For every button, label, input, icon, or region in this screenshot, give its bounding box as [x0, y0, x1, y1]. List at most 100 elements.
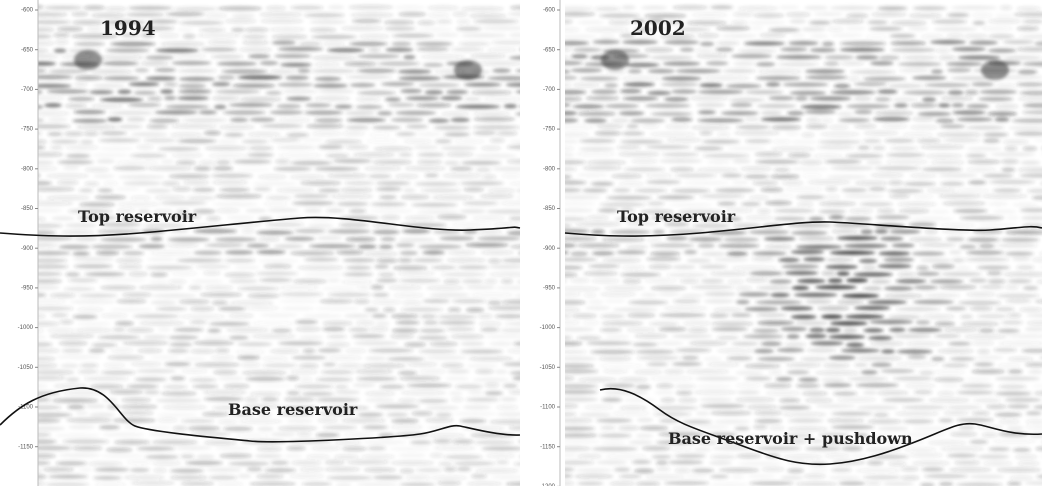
- texture-stroke: [459, 42, 491, 46]
- texture-stroke: [65, 104, 87, 108]
- texture-stroke: [778, 258, 800, 262]
- texture-stroke: [555, 118, 578, 122]
- texture-stroke: [89, 349, 106, 353]
- texture-stroke: [28, 152, 64, 156]
- texture-stroke: [1026, 411, 1042, 415]
- texture-stroke: [736, 383, 761, 387]
- texture-stroke: [843, 328, 858, 332]
- texture-stroke: [500, 328, 530, 332]
- texture-stroke: [381, 237, 396, 241]
- texture-stroke: [445, 376, 469, 380]
- texture-stroke: [194, 166, 211, 170]
- texture-stroke: [191, 279, 223, 283]
- texture-stroke: [1002, 320, 1023, 324]
- texture-stroke: [236, 167, 270, 171]
- texture-stroke: [240, 97, 282, 101]
- texture-stroke: [400, 482, 436, 486]
- texture-stroke: [1023, 103, 1042, 107]
- texture-stroke: [830, 166, 874, 170]
- texture-stroke: [911, 217, 955, 221]
- texture-stroke: [892, 243, 915, 247]
- texture-stroke: [200, 293, 243, 297]
- texture-stroke: [912, 461, 950, 465]
- texture-stroke: [831, 19, 864, 23]
- texture-stroke: [666, 273, 707, 277]
- texture-stroke: [328, 5, 344, 9]
- texture-stroke: [98, 188, 113, 192]
- texture-stroke: [954, 460, 980, 464]
- tick-label: -750: [21, 127, 34, 133]
- texture-stroke: [1017, 26, 1039, 30]
- texture-stroke: [425, 418, 454, 422]
- texture-stroke: [856, 405, 898, 409]
- texture-stroke: [826, 328, 841, 332]
- texture-stroke: [637, 418, 653, 422]
- texture-stroke: [855, 55, 878, 59]
- texture-stroke: [966, 104, 989, 108]
- texture-stroke: [504, 104, 517, 108]
- texture-stroke: [823, 383, 851, 387]
- texture-stroke: [1020, 161, 1040, 165]
- texture-stroke: [925, 229, 938, 233]
- texture-stroke: [77, 307, 104, 311]
- texture-stroke: [996, 294, 1039, 298]
- texture-stroke: [426, 286, 464, 290]
- texture-stroke: [467, 364, 498, 368]
- texture-stroke: [703, 154, 750, 158]
- texture-stroke: [772, 125, 802, 129]
- texture-stroke: [410, 440, 432, 444]
- texture-stroke: [580, 413, 612, 417]
- texture-stroke: [216, 160, 231, 164]
- texture-stroke: [996, 84, 1017, 88]
- texture-stroke: [215, 90, 260, 94]
- texture-stroke: [665, 124, 690, 128]
- texture-stroke: [150, 355, 180, 359]
- texture-stroke: [212, 202, 258, 206]
- texture-stroke: [795, 482, 837, 486]
- texture-stroke: [215, 194, 262, 198]
- texture-stroke: [884, 286, 914, 290]
- texture-stroke: [555, 250, 569, 254]
- texture-stroke: [402, 229, 431, 233]
- texture-stroke: [171, 61, 211, 65]
- texture-stroke: [57, 160, 93, 164]
- texture-stroke: [920, 145, 965, 149]
- texture-stroke: [314, 62, 340, 66]
- texture-stroke: [497, 412, 526, 416]
- texture-stroke: [912, 251, 945, 255]
- texture-stroke: [354, 341, 399, 345]
- texture-stroke: [144, 390, 160, 394]
- texture-stroke: [1016, 7, 1040, 11]
- texture-stroke: [418, 336, 449, 340]
- texture-stroke: [457, 467, 472, 471]
- texture-stroke: [658, 292, 680, 296]
- texture-stroke: [122, 251, 144, 255]
- texture-stroke: [286, 376, 299, 380]
- texture-stroke: [946, 306, 966, 310]
- texture-stroke: [970, 440, 989, 444]
- texture-stroke: [731, 21, 747, 25]
- texture-stroke: [276, 104, 301, 108]
- texture-stroke: [28, 160, 54, 164]
- texture-stroke: [710, 272, 748, 276]
- texture-stroke: [846, 154, 883, 158]
- texture-stroke: [830, 321, 868, 325]
- texture-stroke: [76, 411, 88, 415]
- texture-stroke: [126, 117, 145, 121]
- texture-stroke: [299, 335, 323, 339]
- texture-stroke: [502, 174, 521, 178]
- texture-stroke: [949, 468, 992, 472]
- texture-stroke: [405, 166, 446, 170]
- texture-stroke: [831, 412, 872, 416]
- texture-stroke: [91, 343, 117, 347]
- texture-stroke: [161, 159, 174, 163]
- texture-stroke: [935, 322, 955, 326]
- texture-stroke: [795, 96, 808, 100]
- texture-stroke: [473, 125, 519, 129]
- texture-stroke: [623, 279, 641, 283]
- texture-stroke: [596, 124, 623, 128]
- texture-stroke: [371, 202, 407, 206]
- texture-stroke: [586, 96, 620, 100]
- texture-stroke: [201, 47, 237, 51]
- texture-stroke: [783, 82, 829, 86]
